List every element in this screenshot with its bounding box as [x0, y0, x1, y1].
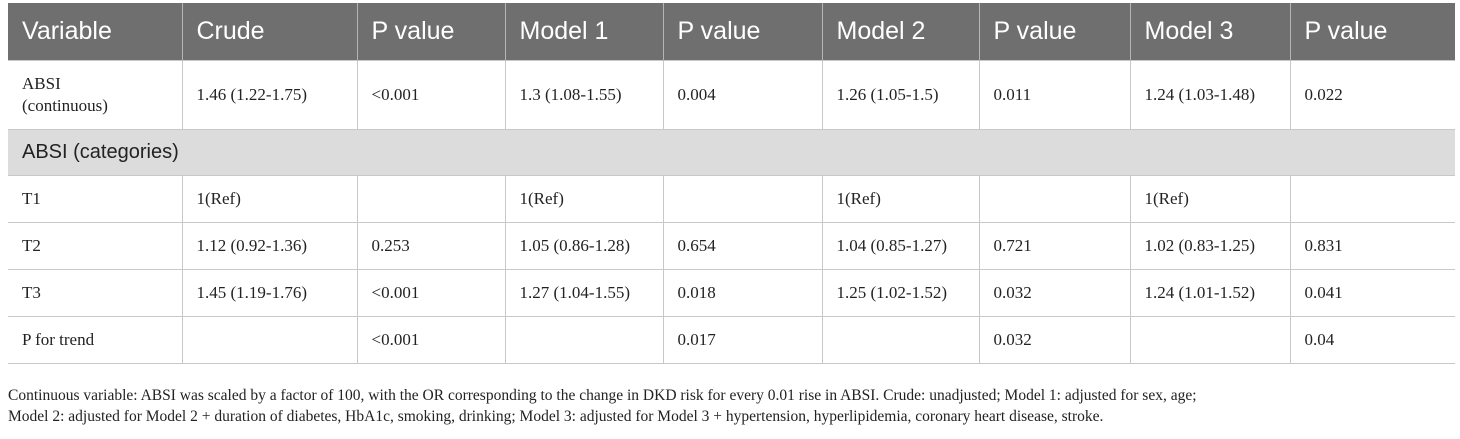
footnote-line: Continuous variable: ABSI was scaled by … — [8, 387, 1197, 404]
results-table-container: Variable Crude P value Model 1 P value M… — [8, 3, 1455, 364]
table-cell: 1.24 (1.01-1.52) — [1129, 269, 1290, 317]
table-cell: <0.001 — [356, 269, 505, 317]
table-cell: 1.02 (0.83-1.25) — [1129, 222, 1290, 270]
table-cell: 1(Ref) — [504, 175, 663, 223]
table-footnote: Continuous variable: ABSI was scaled by … — [8, 385, 1458, 427]
table-cell: 1.3 (1.08-1.55) — [504, 60, 663, 130]
table-cell — [978, 175, 1130, 223]
table-cell — [821, 316, 979, 364]
table-row: ABSI (continuous) 1.46 (1.22-1.75) <0.00… — [8, 60, 1455, 130]
table-cell: 0.831 — [1289, 222, 1455, 270]
table-row: T1 1(Ref) 1(Ref) 1(Ref) 1(Ref) — [8, 175, 1455, 223]
table-body: ABSI (continuous) 1.46 (1.22-1.75) <0.00… — [8, 60, 1455, 364]
header-cell-crude: Crude — [181, 3, 357, 61]
table-cell: <0.001 — [356, 60, 505, 130]
table-cell: 0.032 — [978, 269, 1130, 317]
table-cell: 1(Ref) — [821, 175, 979, 223]
table-cell: 1.12 (0.92-1.36) — [181, 222, 357, 270]
table-cell: 0.654 — [662, 222, 822, 270]
header-cell-variable: Variable — [8, 3, 182, 61]
table-cell: 0.041 — [1289, 269, 1455, 317]
table-cell: 1.25 (1.02-1.52) — [821, 269, 979, 317]
table-row: P for trend <0.001 0.017 0.032 0.04 — [8, 316, 1455, 364]
table-cell: 0.253 — [356, 222, 505, 270]
header-cell-p-value-model-3: P value — [1289, 3, 1455, 61]
header-cell-p-value-crude: P value — [356, 3, 505, 61]
table-cell: <0.001 — [356, 316, 505, 364]
row-label-line: ABSI — [22, 74, 61, 93]
row-label: P for trend — [8, 316, 182, 364]
table-cell: 1.46 (1.22-1.75) — [181, 60, 357, 130]
header-row: Variable Crude P value Model 1 P value M… — [8, 3, 1455, 61]
row-label: T1 — [8, 175, 182, 223]
table-cell — [181, 316, 357, 364]
section-label: ABSI (categories) — [8, 129, 1455, 176]
table-cell: 0.04 — [1289, 316, 1455, 364]
header-cell-model-2: Model 2 — [821, 3, 979, 61]
header-cell-p-value-model-1: P value — [662, 3, 822, 61]
section-row: ABSI (categories) — [8, 129, 1455, 176]
table-cell: 0.018 — [662, 269, 822, 317]
table-cell — [662, 175, 822, 223]
table-cell: 1.24 (1.03-1.48) — [1129, 60, 1290, 130]
table-cell — [504, 316, 663, 364]
header-cell-model-1: Model 1 — [504, 3, 663, 61]
table-header: Variable Crude P value Model 1 P value M… — [8, 3, 1455, 61]
table-cell: 1.05 (0.86-1.28) — [504, 222, 663, 270]
row-label: T3 — [8, 269, 182, 317]
table-cell: 0.017 — [662, 316, 822, 364]
table-cell: 0.022 — [1289, 60, 1455, 130]
table-cell — [1129, 316, 1290, 364]
results-table: Variable Crude P value Model 1 P value M… — [8, 3, 1455, 364]
table-cell: 1.26 (1.05-1.5) — [821, 60, 979, 130]
table-cell: 1(Ref) — [181, 175, 357, 223]
table-cell — [356, 175, 505, 223]
table-cell: 0.011 — [978, 60, 1130, 130]
header-cell-model-3: Model 3 — [1129, 3, 1290, 61]
table-row: T3 1.45 (1.19-1.76) <0.001 1.27 (1.04-1.… — [8, 269, 1455, 317]
table-cell: 1.04 (0.85-1.27) — [821, 222, 979, 270]
table-row: T2 1.12 (0.92-1.36) 0.253 1.05 (0.86-1.2… — [8, 222, 1455, 270]
table-cell: 0.004 — [662, 60, 822, 130]
footnote-line: Model 2: adjusted for Model 2 + duration… — [8, 408, 1104, 425]
table-cell: 0.721 — [978, 222, 1130, 270]
table-cell: 1.27 (1.04-1.55) — [504, 269, 663, 317]
row-label: T2 — [8, 222, 182, 270]
table-cell — [1289, 175, 1455, 223]
table-cell: 0.032 — [978, 316, 1130, 364]
header-cell-p-value-model-2: P value — [978, 3, 1130, 61]
table-cell: 1(Ref) — [1129, 175, 1290, 223]
row-label-line: (continuous) — [22, 96, 108, 115]
row-label: ABSI (continuous) — [8, 60, 182, 130]
table-cell: 1.45 (1.19-1.76) — [181, 269, 357, 317]
